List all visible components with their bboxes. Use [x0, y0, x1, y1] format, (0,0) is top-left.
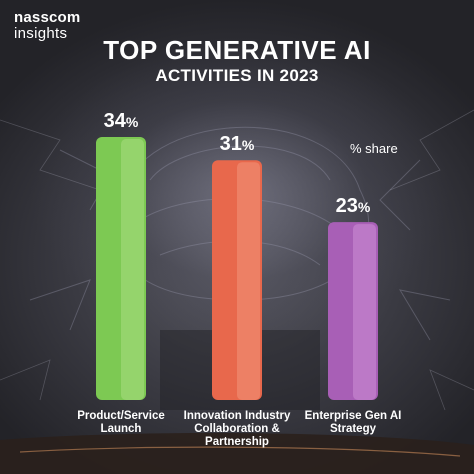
x-label-line: Enterprise Gen AI — [304, 410, 402, 422]
bar-highlight-2 — [237, 162, 260, 400]
x-label-line: Product/Service — [77, 410, 165, 422]
unit-note: % share — [350, 141, 398, 156]
bar-highlight-3 — [353, 224, 376, 400]
bar-3 — [328, 222, 378, 400]
brand-logo: nasscom insights — [14, 10, 80, 41]
x-label-line: Partnership — [205, 436, 269, 448]
brand-name: nasscom — [14, 9, 81, 26]
x-label-line: Innovation Industry — [183, 410, 291, 422]
x-label-line: Collaboration & — [194, 423, 280, 435]
bar-highlight-1 — [121, 139, 144, 400]
x-label-line: Launch — [100, 423, 142, 435]
brand-sub: insights — [14, 25, 68, 42]
value-label-1: 34% — [104, 110, 139, 132]
x-label-1: Product/Service Launch — [51, 410, 191, 436]
bar-1 — [96, 137, 146, 400]
x-label-3: Enterprise Gen AI Strategy — [283, 410, 423, 436]
chart-title: TOP GENERATIVE AI — [103, 35, 371, 65]
chart-subtitle: ACTIVITIES IN 2023 — [155, 66, 319, 85]
x-label-2: Innovation Industry Collaboration & Partne… — [167, 410, 307, 449]
value-label-2: 31% — [220, 133, 255, 155]
bar-2 — [212, 160, 262, 400]
value-label-3: 23% — [336, 195, 371, 217]
x-label-line: Strategy — [329, 423, 377, 435]
